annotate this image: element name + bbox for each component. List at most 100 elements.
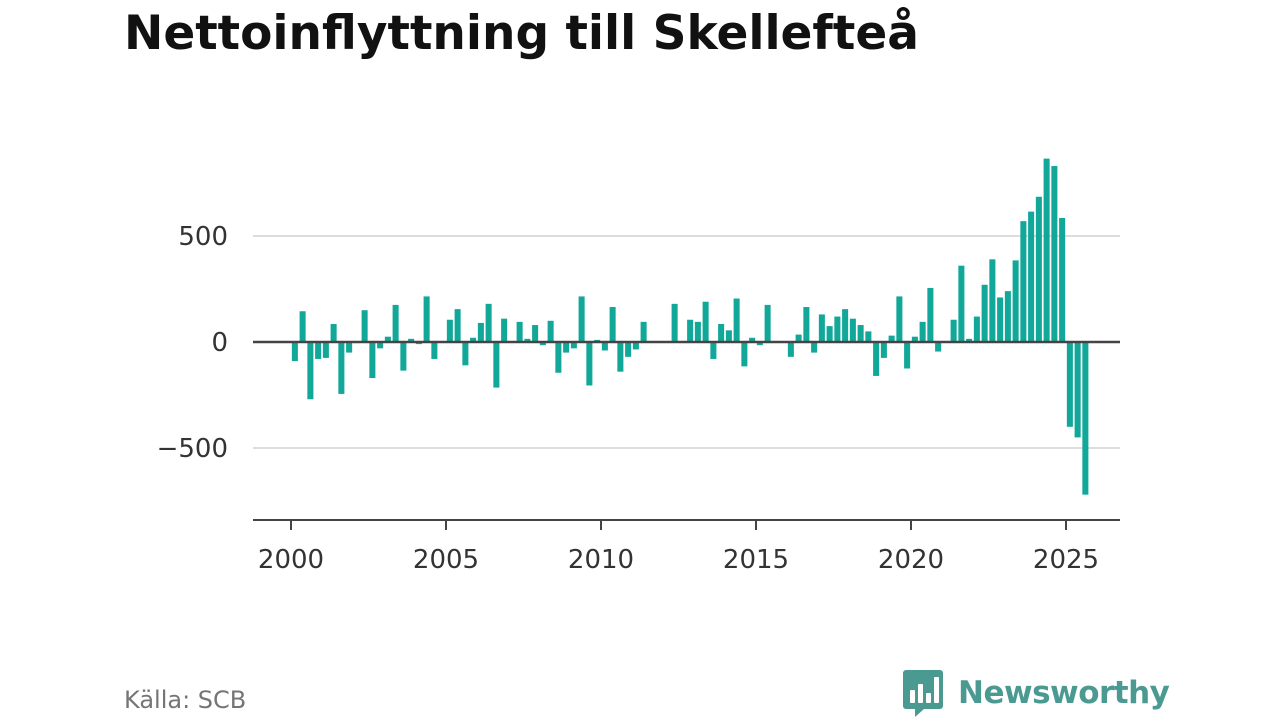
bar [400, 342, 407, 371]
bar [299, 311, 306, 342]
bar [431, 342, 438, 359]
bar [787, 342, 794, 357]
bar [997, 297, 1004, 342]
bar [795, 334, 802, 342]
bar [896, 296, 903, 342]
y-tick-label: 0 [211, 328, 228, 358]
bar [725, 330, 732, 342]
bar [911, 336, 918, 342]
x-axis: 2000 2005 2010 2015 2020 2025 [253, 519, 1120, 575]
bar [485, 303, 492, 342]
x-tick-label: 2010 [568, 545, 634, 575]
bar [842, 309, 849, 342]
bar [539, 342, 546, 346]
bar [888, 335, 895, 342]
bar [834, 316, 841, 342]
x-tick-label: 2005 [413, 545, 479, 575]
bar [1020, 221, 1027, 342]
bar [1043, 158, 1050, 342]
bar [966, 338, 973, 342]
newsworthy-logo-icon [903, 670, 943, 717]
bar [555, 342, 562, 373]
newsworthy-logo-text: Newsworthy [958, 675, 1170, 711]
bar [989, 259, 996, 342]
bar [756, 342, 763, 346]
bar [601, 342, 608, 351]
bar [570, 342, 577, 349]
bar [361, 310, 368, 342]
bar [803, 307, 810, 342]
bar [1074, 342, 1081, 438]
gridlines [253, 235, 1120, 449]
y-tick-label: −500 [157, 434, 228, 464]
bar [454, 309, 461, 342]
bar [981, 284, 988, 342]
bar [625, 342, 632, 357]
bar [315, 342, 322, 359]
bar [973, 316, 980, 342]
bar [346, 342, 353, 353]
bar [1059, 217, 1066, 342]
bar [904, 342, 911, 369]
bar [733, 298, 740, 342]
bar [857, 325, 864, 342]
bar [811, 342, 818, 353]
bar [1035, 196, 1042, 342]
bar [950, 319, 957, 342]
bar [694, 321, 701, 342]
bar [384, 336, 391, 342]
bar [377, 342, 384, 349]
bar [330, 323, 337, 342]
bar [702, 301, 709, 342]
bar [749, 337, 756, 342]
bar [873, 342, 880, 376]
bar [927, 287, 934, 342]
bar [1012, 260, 1019, 342]
bar [547, 320, 554, 342]
bar [423, 296, 430, 342]
x-tick-label: 2015 [723, 545, 789, 575]
bar [741, 342, 748, 367]
bar [935, 342, 942, 352]
bar [392, 304, 399, 342]
bar [307, 342, 314, 400]
x-tick-label: 2000 [258, 545, 324, 575]
bar [369, 342, 376, 379]
bar [718, 323, 725, 342]
bar [578, 296, 585, 342]
bar [710, 342, 717, 359]
bar [1051, 166, 1058, 342]
bar [524, 338, 531, 342]
y-tick-label: 500 [178, 222, 228, 252]
bar [470, 337, 477, 342]
bar [764, 304, 771, 342]
bar [687, 319, 694, 342]
bar [1028, 211, 1035, 342]
source-note: Källa: SCB [124, 686, 247, 714]
newsworthy-logo[interactable]: Newsworthy [902, 668, 1170, 718]
bar [338, 342, 345, 394]
x-tick-label: 2020 [878, 545, 944, 575]
bar [919, 321, 926, 342]
chart-title: Nettoinflyttning till Skellefteå [124, 6, 919, 61]
bar-chart: −500 0 500 2000 2005 2010 2015 2020 2025 [157, 158, 1120, 575]
bar [322, 342, 329, 358]
bar [493, 342, 500, 388]
y-axis: −500 0 500 [157, 222, 1120, 464]
bar [501, 318, 508, 342]
bar [818, 314, 825, 342]
bar [462, 342, 469, 366]
bar [609, 307, 616, 342]
bar [446, 319, 453, 342]
bar [477, 322, 484, 342]
bar [291, 342, 298, 362]
bar [958, 265, 965, 342]
bar [1066, 342, 1073, 427]
bar [849, 318, 856, 342]
bar [671, 303, 678, 342]
bar [632, 342, 639, 350]
bar [640, 321, 647, 342]
bar [617, 342, 624, 372]
bar [516, 321, 523, 342]
bar [532, 325, 539, 342]
